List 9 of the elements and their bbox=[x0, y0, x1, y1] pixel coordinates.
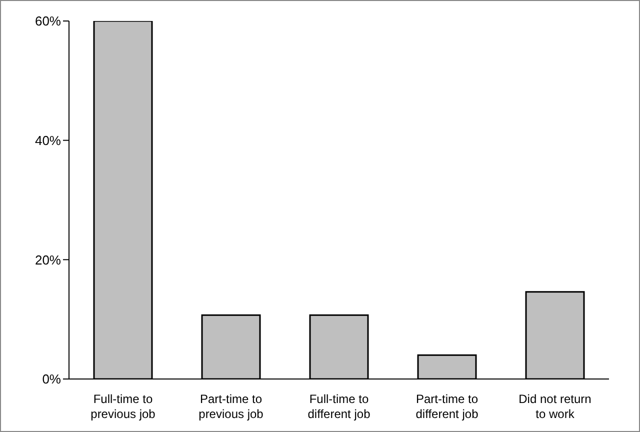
y-tick-label: 20% bbox=[34, 252, 62, 268]
y-tick-label: 60% bbox=[34, 14, 62, 29]
y-tick-label: 0% bbox=[42, 372, 62, 387]
x-tick-label: Did not return to work bbox=[518, 392, 592, 421]
y-tick-label: 40% bbox=[34, 132, 62, 148]
x-tick-label: Full-time to different job bbox=[308, 392, 371, 421]
x-tick-label: Part-time to different job bbox=[416, 392, 479, 421]
x-tick-label: Part-time to previous job bbox=[198, 392, 264, 421]
x-tick-label: Full-time to previous job bbox=[90, 392, 156, 421]
